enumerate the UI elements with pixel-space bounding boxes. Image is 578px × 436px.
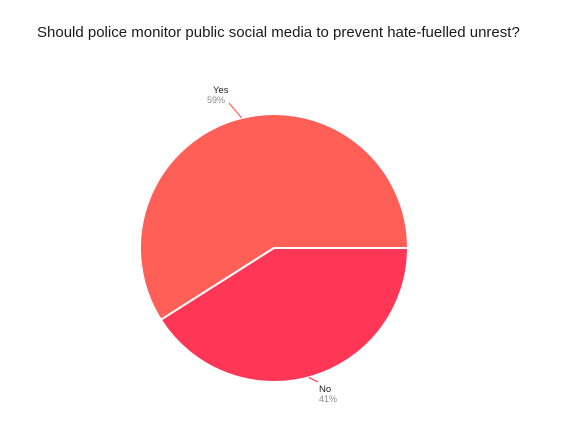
slice-label-no: No bbox=[319, 384, 331, 395]
leader-line-yes bbox=[228, 102, 243, 119]
leader-line-no bbox=[308, 376, 319, 383]
pie-slice-yes bbox=[139, 113, 409, 321]
slice-percent-yes: 59% bbox=[207, 95, 225, 105]
pie-slice-no bbox=[159, 247, 409, 383]
slice-percent-no: 41% bbox=[319, 394, 337, 404]
leader-lines bbox=[228, 102, 319, 383]
chart-title: Should police monitor public social medi… bbox=[37, 24, 520, 41]
pie-slices bbox=[139, 113, 409, 383]
slice-label-yes: Yes bbox=[213, 85, 229, 96]
